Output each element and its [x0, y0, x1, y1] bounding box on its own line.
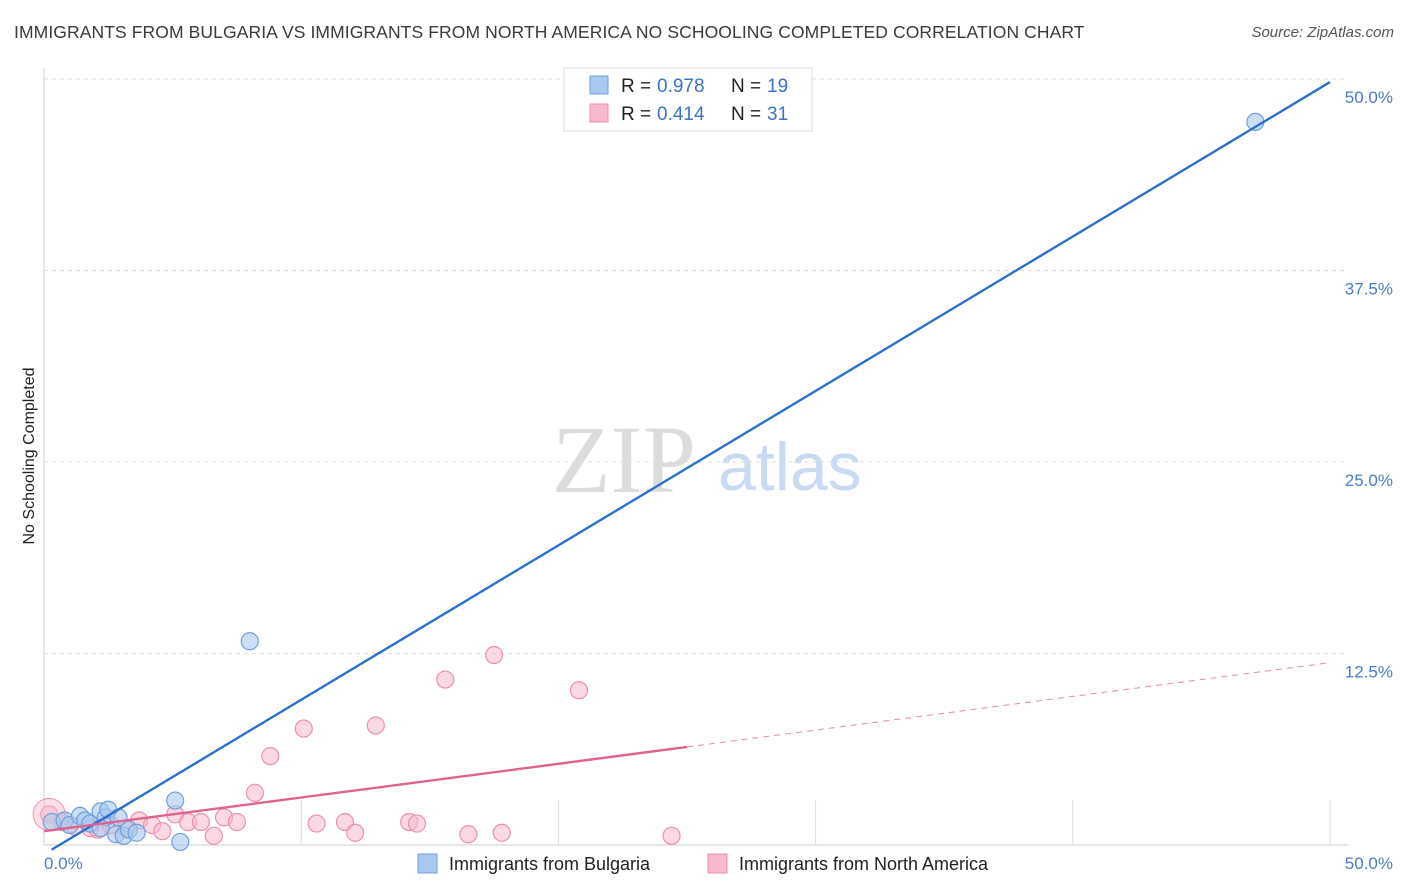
- bottom-legend-label-bulgaria: Immigrants from Bulgaria: [449, 854, 651, 874]
- bulgaria-point: [127, 823, 146, 842]
- north-america-point: [492, 823, 511, 842]
- y-tick-label: 50.0%: [1345, 88, 1393, 107]
- north-america-trend-extension: [686, 662, 1331, 748]
- series-north-america-points: [32, 645, 681, 845]
- bottom-legend-label-north-america: Immigrants from North America: [739, 854, 989, 874]
- source-credit: Source: ZipAtlas.com: [1251, 24, 1394, 41]
- x-tick-max-label: 50.0%: [1345, 854, 1393, 873]
- north-america-point: [294, 719, 313, 738]
- north-america-point: [204, 826, 223, 845]
- y-tick-label: 12.5%: [1345, 663, 1393, 682]
- bulgaria-point: [240, 632, 259, 651]
- watermark-zip: ZIP: [552, 406, 696, 513]
- legend-swatch-bulgaria: [589, 75, 609, 95]
- north-america-point: [366, 716, 385, 735]
- axes: [43, 68, 1348, 846]
- legend-r-label-bulgaria: R =: [621, 76, 651, 97]
- legend-swatch-north-america: [589, 103, 609, 123]
- north-america-trend-line: [43, 745, 688, 833]
- grid-lines: [44, 78, 1348, 654]
- correlation-legend: R = 0.978 N = 19 R = 0.414 N = 31: [563, 67, 813, 132]
- chart-title: IMMIGRANTS FROM BULGARIA VS IMMIGRANTS F…: [14, 22, 1085, 42]
- north-america-point: [245, 783, 265, 803]
- north-america-point: [662, 826, 681, 845]
- north-america-point: [569, 681, 589, 700]
- bottom-legend-swatch-bulgaria: [417, 853, 438, 874]
- north-america-point: [407, 814, 427, 833]
- legend-n-value-north-america: 31: [767, 104, 788, 125]
- legend-r-value-bulgaria: 0.978: [657, 76, 705, 97]
- north-america-point: [459, 825, 478, 844]
- bulgaria-point: [171, 832, 190, 852]
- bulgaria-point: [166, 791, 185, 810]
- y-axis-label: No Schooling Completed: [21, 368, 38, 545]
- legend-n-value-bulgaria: 19: [767, 76, 788, 97]
- north-america-point: [191, 812, 210, 832]
- bulgaria-trend-line: [51, 81, 1331, 851]
- north-america-point: [227, 812, 246, 832]
- legend-r-label-north-america: R =: [621, 104, 651, 125]
- y-tick-label: 37.5%: [1345, 280, 1393, 299]
- north-america-point: [261, 747, 280, 766]
- legend-n-label-bulgaria: N =: [731, 76, 761, 97]
- x-tick-min-label: 0.0%: [44, 854, 83, 873]
- trend-lines: [43, 81, 1331, 851]
- north-america-point: [346, 823, 365, 842]
- north-america-point: [153, 822, 172, 841]
- legend-r-value-north-america: 0.414: [657, 104, 705, 125]
- north-america-point: [485, 645, 504, 665]
- y-tick-label: 25.0%: [1345, 471, 1393, 490]
- y-tick-labels: 12.5% 25.0% 37.5% 50.0%: [1345, 88, 1393, 682]
- legend-n-label-north-america: N =: [731, 104, 761, 125]
- watermark-atlas: atlas: [718, 429, 862, 505]
- series-legend: Immigrants from Bulgaria Immigrants from…: [417, 853, 989, 874]
- north-america-point: [436, 670, 455, 689]
- watermark: ZIP atlas: [552, 406, 862, 513]
- bottom-legend-swatch-north-america: [707, 853, 728, 874]
- north-america-point: [307, 814, 326, 833]
- x-minor-ticks: [300, 800, 1331, 845]
